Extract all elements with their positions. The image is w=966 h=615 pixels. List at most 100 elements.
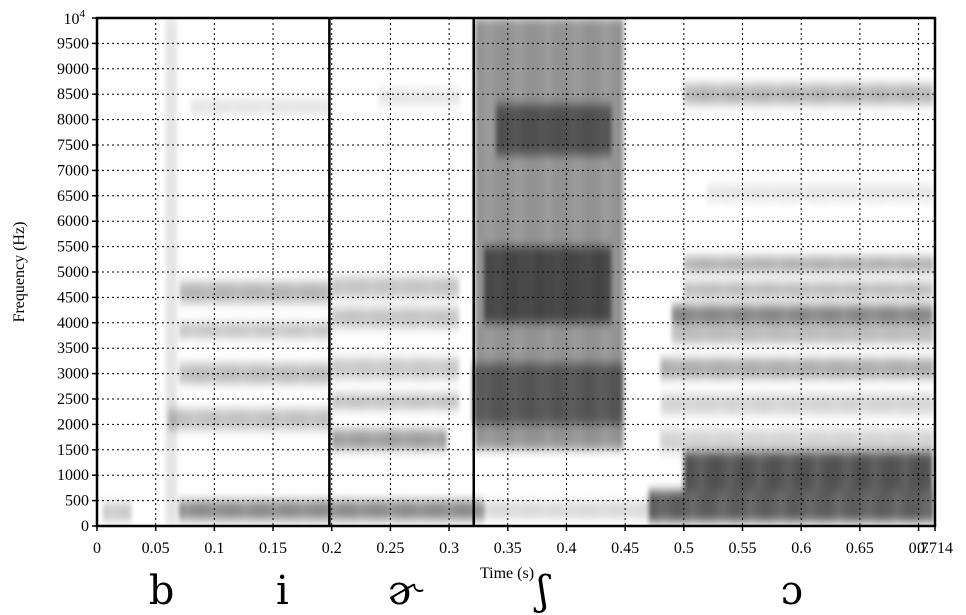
energy-band (868, 282, 871, 298)
energy-band (712, 452, 715, 491)
energy-band (764, 185, 768, 201)
energy-band (811, 490, 814, 522)
energy-band (438, 500, 441, 520)
energy-band (260, 363, 263, 384)
x-tick-label: 0.35 (494, 540, 522, 557)
energy-band (883, 256, 886, 272)
energy-band (844, 305, 848, 326)
energy-band (191, 282, 194, 303)
energy-band (803, 185, 806, 201)
energy-band (386, 393, 390, 410)
energy-band (341, 358, 344, 379)
energy-band (614, 18, 617, 450)
energy-band (739, 429, 742, 453)
energy-band (729, 452, 732, 491)
energy-band (852, 429, 855, 453)
energy-band (725, 393, 728, 415)
energy-band (341, 277, 344, 298)
energy-band (696, 305, 699, 326)
energy-band (772, 256, 775, 272)
energy-band (883, 358, 886, 379)
energy-band (921, 358, 925, 379)
energy-band (705, 327, 708, 344)
energy-band (743, 452, 746, 491)
energy-band (847, 393, 850, 415)
energy-band (736, 256, 739, 272)
energy-band (313, 282, 316, 303)
energy-band (876, 305, 879, 326)
energy-band (892, 305, 896, 326)
energy-band (546, 246, 549, 323)
energy-band (418, 393, 421, 410)
energy-band (897, 429, 901, 453)
energy-band (422, 277, 426, 298)
energy-band (246, 322, 249, 339)
y-tick-label: 2000 (57, 416, 89, 433)
energy-band (508, 501, 511, 519)
energy-band (522, 501, 525, 519)
energy-band (707, 452, 710, 491)
energy-band (568, 104, 571, 156)
energy-band (525, 501, 528, 519)
energy-band (575, 246, 578, 323)
energy-band (842, 358, 845, 379)
energy-band (386, 277, 390, 298)
energy-band (505, 246, 509, 323)
energy-band (374, 307, 378, 328)
energy-band (772, 452, 775, 491)
energy-band (904, 84, 907, 105)
energy-band (392, 500, 395, 520)
energy-band (763, 84, 766, 105)
energy-band (594, 246, 597, 323)
energy-band (833, 429, 836, 453)
energy-band (876, 393, 879, 415)
energy-band (746, 256, 749, 272)
energy-band (558, 104, 561, 156)
energy-band (746, 452, 749, 491)
energy-band (806, 393, 809, 415)
energy-band (193, 282, 196, 303)
energy-band (596, 104, 600, 156)
energy-band (907, 429, 910, 453)
energy-band (890, 327, 893, 344)
energy-band (306, 282, 309, 303)
energy-band (377, 429, 380, 450)
energy-band (902, 429, 905, 453)
energy-band (885, 358, 889, 379)
energy-band (708, 393, 711, 415)
energy-band (422, 307, 426, 328)
energy-band (801, 452, 804, 491)
energy-band (905, 358, 908, 379)
energy-band (847, 327, 850, 344)
energy-band (220, 409, 223, 430)
energy-band (863, 452, 866, 491)
energy-band (689, 358, 692, 379)
energy-band (270, 99, 273, 115)
energy-band (701, 429, 704, 453)
x-tick-label: 0.1 (204, 540, 224, 557)
energy-band (268, 409, 271, 430)
energy-band (916, 327, 920, 344)
energy-band (808, 305, 812, 326)
energy-band (796, 305, 800, 326)
energy-band (551, 18, 554, 450)
energy-band (792, 490, 795, 522)
energy-band (667, 393, 670, 415)
energy-band (798, 185, 801, 201)
energy-band (200, 282, 203, 303)
energy-band (828, 490, 831, 522)
energy-band (587, 246, 590, 323)
energy-band (243, 363, 247, 384)
energy-band (714, 185, 717, 201)
energy-band (873, 84, 876, 105)
energy-band (306, 500, 309, 520)
energy-band (854, 452, 857, 491)
energy-band (425, 358, 428, 379)
energy-band (909, 327, 912, 344)
energy-band (493, 501, 497, 519)
energy-band (679, 358, 682, 379)
energy-band (880, 282, 883, 298)
energy-band (852, 305, 855, 326)
energy-band (675, 490, 678, 522)
energy-band (892, 256, 895, 272)
